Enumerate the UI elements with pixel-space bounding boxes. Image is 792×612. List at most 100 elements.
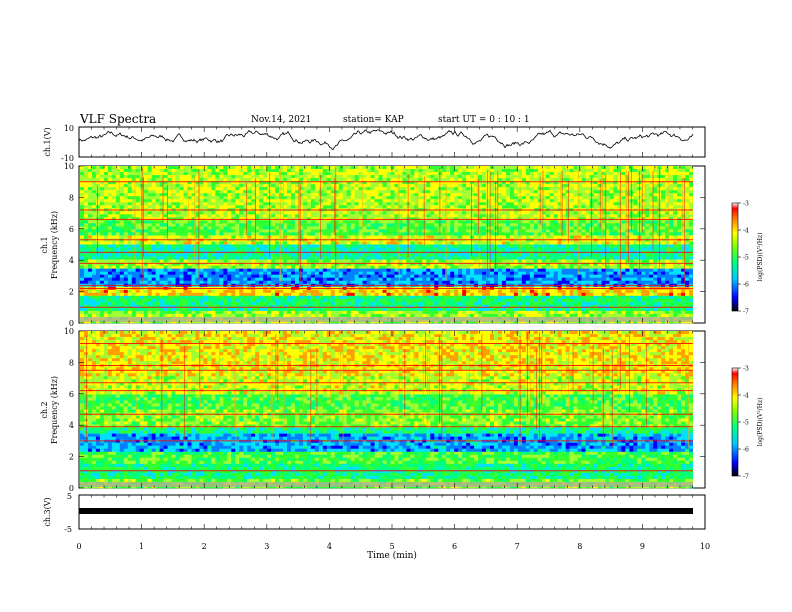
spectrogram-cell bbox=[402, 196, 407, 200]
spectrogram-cell bbox=[247, 166, 252, 170]
spectrogram-cell bbox=[649, 253, 654, 257]
spectrogram-cell bbox=[621, 175, 626, 179]
spectrogram-cell bbox=[227, 235, 232, 239]
spectrogram-cell bbox=[386, 259, 391, 263]
spectrogram-cell bbox=[529, 178, 535, 182]
spectrogram-cell bbox=[462, 187, 467, 191]
spectrogram-cell bbox=[529, 175, 535, 179]
spectrogram-cell bbox=[669, 244, 674, 248]
spectrogram-cell bbox=[223, 247, 228, 251]
spectrogram-cell bbox=[529, 202, 535, 206]
spectrogram-cell bbox=[414, 214, 419, 218]
spectrogram-cell bbox=[239, 235, 244, 239]
spectrogram-cell bbox=[689, 184, 694, 188]
spectrogram-cell bbox=[493, 220, 499, 224]
spectrogram-cell bbox=[207, 259, 212, 263]
spectrogram-cell bbox=[625, 247, 630, 251]
spectrogram-cell bbox=[211, 166, 216, 170]
spectrogram-cell bbox=[151, 244, 156, 248]
spectrogram-cell bbox=[135, 241, 141, 245]
spectrogram-cell bbox=[259, 205, 264, 209]
spectrogram-cell bbox=[605, 205, 610, 209]
spectrogram-cell bbox=[685, 241, 690, 245]
spectrogram-cell bbox=[677, 193, 682, 197]
spectrogram-cell bbox=[653, 214, 658, 218]
spectrogram-cell bbox=[219, 229, 224, 233]
spectrogram-cell bbox=[489, 223, 495, 227]
spectrogram-cell bbox=[251, 199, 256, 203]
spectrogram-cell bbox=[529, 244, 535, 248]
spectrogram-cell bbox=[601, 187, 606, 191]
spectrogram-cell bbox=[183, 175, 188, 179]
spectrogram-cell bbox=[263, 193, 268, 197]
spectrogram-cell bbox=[235, 199, 240, 203]
spectrogram-cell bbox=[406, 175, 411, 179]
spectrogram-cell bbox=[406, 193, 411, 197]
spectrogram-cell bbox=[422, 253, 427, 257]
spectrogram-cell bbox=[195, 205, 200, 209]
spectrogram-cell bbox=[489, 199, 495, 203]
spectrogram-cell bbox=[111, 169, 117, 173]
spectrogram-cell bbox=[223, 166, 228, 170]
spectrogram-cell bbox=[505, 235, 511, 239]
spectrogram-cell bbox=[123, 205, 129, 209]
spectrogram-cell bbox=[677, 214, 682, 218]
spectrogram-cell bbox=[513, 202, 519, 206]
spectrogram-cell bbox=[251, 256, 256, 260]
spectrogram-cell bbox=[402, 169, 407, 173]
spectrogram-cell bbox=[593, 172, 598, 176]
spectrogram-cell bbox=[394, 178, 399, 182]
spectrogram-cell bbox=[322, 202, 328, 206]
spectrogram-cell bbox=[171, 178, 176, 182]
spectrogram-cell bbox=[83, 172, 89, 176]
spectrogram-cell bbox=[115, 223, 121, 227]
spectrogram-cell bbox=[251, 202, 256, 206]
spectrogram-cell bbox=[394, 181, 399, 185]
spectrogram-cell bbox=[593, 175, 598, 179]
spectrogram-cell bbox=[151, 193, 156, 197]
spectrogram-cell bbox=[685, 184, 690, 188]
spectrogram-cell bbox=[223, 241, 228, 245]
spectrogram-cell bbox=[127, 253, 133, 257]
spectrogram-cell bbox=[673, 247, 678, 251]
spectrogram-cell bbox=[681, 232, 686, 236]
spectrogram-cell bbox=[450, 232, 455, 236]
spectrogram-cell bbox=[187, 256, 192, 260]
spectrogram-cell bbox=[601, 229, 606, 233]
spectrogram-cell bbox=[163, 226, 168, 230]
spectrogram-cell bbox=[549, 178, 554, 182]
spectrogram-cell bbox=[410, 184, 415, 188]
spectrogram-cell bbox=[302, 184, 308, 188]
spectrogram-cell bbox=[653, 211, 658, 215]
spectrogram-cell bbox=[259, 211, 264, 215]
spectrogram-cell bbox=[143, 175, 148, 179]
spectrogram-cell bbox=[251, 220, 256, 224]
spectrogram-cell bbox=[677, 205, 682, 209]
spectrogram-cell bbox=[641, 226, 646, 230]
spectrogram-cell bbox=[521, 232, 527, 236]
spectrogram-cell bbox=[565, 226, 570, 230]
spectrogram-cell bbox=[649, 175, 654, 179]
spectrogram-cell bbox=[625, 187, 630, 191]
spectrogram-cell bbox=[489, 235, 495, 239]
spectrogram-cell bbox=[191, 247, 196, 251]
spectrogram-cell bbox=[183, 202, 188, 206]
spectrogram-cell bbox=[661, 184, 666, 188]
spectrogram-cell bbox=[561, 184, 566, 188]
spectrogram-cell bbox=[326, 259, 332, 263]
spectrogram-cell bbox=[199, 169, 204, 173]
spectrogram-cell bbox=[513, 244, 519, 248]
spectrogram-cell bbox=[191, 214, 196, 218]
spectrogram-cell bbox=[525, 244, 531, 248]
spectrogram-cell bbox=[474, 169, 479, 173]
spectrogram-cell bbox=[541, 190, 547, 194]
spectrogram-cell bbox=[605, 175, 610, 179]
spectrogram-cell bbox=[466, 178, 471, 182]
spectrogram-cell bbox=[653, 232, 658, 236]
spectrogram-cell bbox=[430, 205, 435, 209]
spectrogram-cell bbox=[549, 232, 554, 236]
spectrogram-cell bbox=[533, 181, 539, 185]
spectrogram-cell bbox=[474, 256, 479, 260]
spectrogram-cell bbox=[267, 220, 272, 224]
spectrogram-cell bbox=[362, 235, 367, 239]
